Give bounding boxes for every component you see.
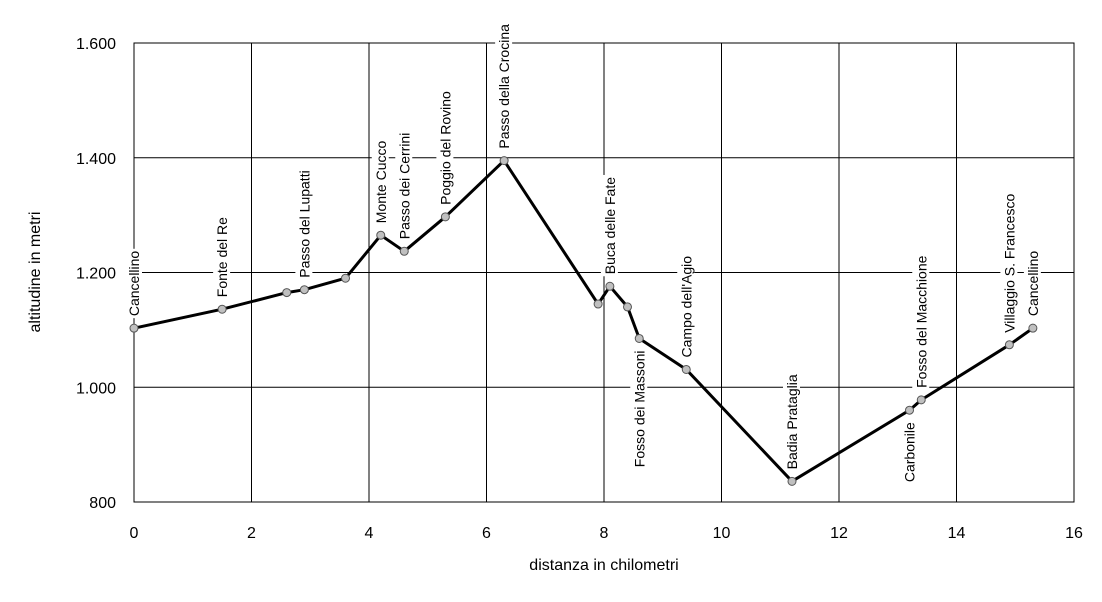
- x-tick-label: 2: [247, 525, 256, 542]
- x-tick-label: 16: [1065, 525, 1083, 542]
- y-tick-label: 1.400: [76, 151, 116, 168]
- point-labels: Cancellino Fonte del Re Passo del Lupatti M…: [125, 22, 1041, 485]
- y-axis-title: altitudine in metri: [27, 212, 44, 333]
- data-point: [129, 323, 139, 333]
- data-point: [605, 281, 615, 291]
- point-label-text: Badia Prataglia: [784, 374, 800, 469]
- point-label-background: [783, 372, 800, 472]
- point-label-text: Monte Cucco: [373, 141, 389, 224]
- data-point: [681, 364, 691, 374]
- point-label-background: [1023, 248, 1041, 319]
- point-label: Passo dei Cerrini: [395, 130, 413, 242]
- point-label: Fosso del Macchione: [912, 253, 930, 390]
- point-label: Fonte del Re: [213, 215, 231, 300]
- data-point: [623, 302, 632, 312]
- point-label-text: Buca delle Fate: [602, 177, 618, 274]
- x-axis-title: distanza in chilometri: [529, 557, 678, 574]
- data-point: [1004, 340, 1014, 350]
- data-point: [593, 299, 603, 309]
- point-label-background: [436, 89, 454, 207]
- point-label-background: [213, 215, 231, 300]
- data-point: [217, 304, 227, 314]
- y-tick-label: 1.000: [76, 380, 116, 397]
- point-label-text: Poggio del Rovino: [437, 91, 453, 205]
- data-point: [905, 405, 914, 415]
- point-label: Fosso dei Massoni: [630, 348, 648, 470]
- y-tick-label: 1.600: [76, 36, 116, 53]
- point-label-background: [677, 253, 695, 360]
- point-label: Poggio del Rovino: [436, 89, 454, 207]
- data-point-markers: [129, 156, 1038, 486]
- data-point: [787, 476, 797, 486]
- point-label-background: [630, 348, 648, 470]
- point-label-text: Fonte del Re: [214, 217, 230, 297]
- point-label: Passo della Crocina: [495, 22, 513, 151]
- point-label-background: [395, 130, 413, 242]
- x-tick-label: 0: [130, 525, 139, 542]
- point-label-background: [495, 22, 513, 151]
- point-label-text: Passo dei Cerrini: [396, 133, 412, 240]
- point-label-text: Carbonile: [902, 422, 918, 482]
- y-tick-label: 1.200: [76, 266, 116, 283]
- point-label: Campo dell'Agio: [677, 253, 695, 360]
- data-point: [299, 285, 309, 295]
- x-tick-label: 12: [830, 525, 848, 542]
- point-label-text: Campo dell'Agio: [678, 256, 694, 358]
- data-point: [399, 246, 409, 256]
- point-label: Buca delle Fate: [600, 174, 618, 277]
- point-label-text: Fosso del Macchione: [913, 255, 929, 388]
- point-label-text: Cancellino: [126, 251, 142, 317]
- point-label: Cancellino: [1023, 248, 1041, 319]
- data-point: [440, 212, 450, 222]
- point-label: Badia Prataglia: [783, 372, 800, 472]
- x-tick-label: 10: [713, 525, 731, 542]
- x-axis-tick-labels: 0 2 4 6 8 10 12 14 16: [130, 525, 1083, 542]
- data-point: [341, 273, 350, 283]
- data-point: [282, 288, 292, 298]
- point-label-background: [900, 420, 918, 485]
- point-label-background: [912, 253, 930, 390]
- point-label-background: [125, 248, 142, 319]
- data-point: [376, 230, 386, 240]
- point-label-background: [371, 138, 389, 226]
- data-point: [916, 395, 926, 405]
- point-label: Villaggio S. Francesco: [1000, 191, 1018, 335]
- data-point: [1028, 323, 1038, 333]
- y-axis-tick-labels: 800 1.000 1.200 1.400 1.600: [76, 36, 116, 512]
- y-tick-label: 800: [89, 495, 116, 512]
- point-label-background: [1000, 191, 1018, 335]
- point-label: Passo del Lupatti: [295, 168, 313, 280]
- point-label-text: Cancellino: [1025, 251, 1041, 317]
- point-label-background: [295, 168, 313, 280]
- point-label-text: Fosso dei Massoni: [631, 350, 647, 467]
- data-point: [634, 333, 644, 343]
- point-label-background: [600, 174, 618, 277]
- x-tick-label: 14: [948, 525, 966, 542]
- point-label-text: Passo della Crocina: [496, 24, 512, 149]
- point-label: Cancellino: [125, 248, 142, 319]
- point-label-text: Passo del Lupatti: [296, 170, 312, 277]
- point-label: Monte Cucco: [371, 138, 389, 226]
- x-tick-label: 8: [600, 525, 609, 542]
- x-tick-label: 4: [365, 525, 374, 542]
- x-tick-label: 6: [482, 525, 491, 542]
- data-point: [499, 156, 509, 166]
- point-label: Carbonile: [900, 420, 918, 485]
- point-label-text: Villaggio S. Francesco: [1001, 194, 1017, 333]
